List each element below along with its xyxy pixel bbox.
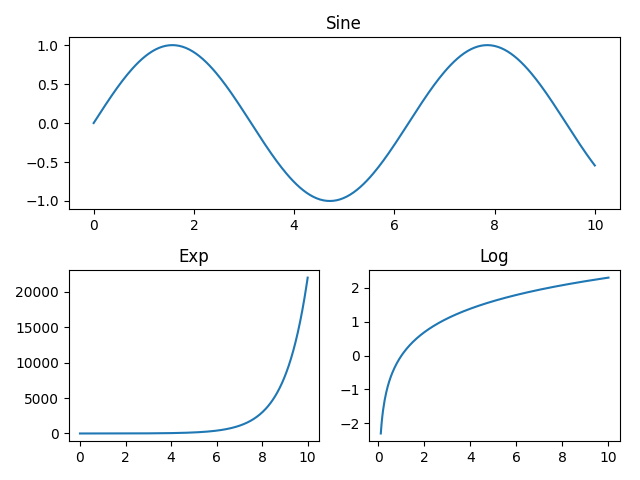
Title: Exp: Exp xyxy=(179,248,209,265)
Title: Sine: Sine xyxy=(326,15,362,33)
Title: Log: Log xyxy=(480,248,509,265)
